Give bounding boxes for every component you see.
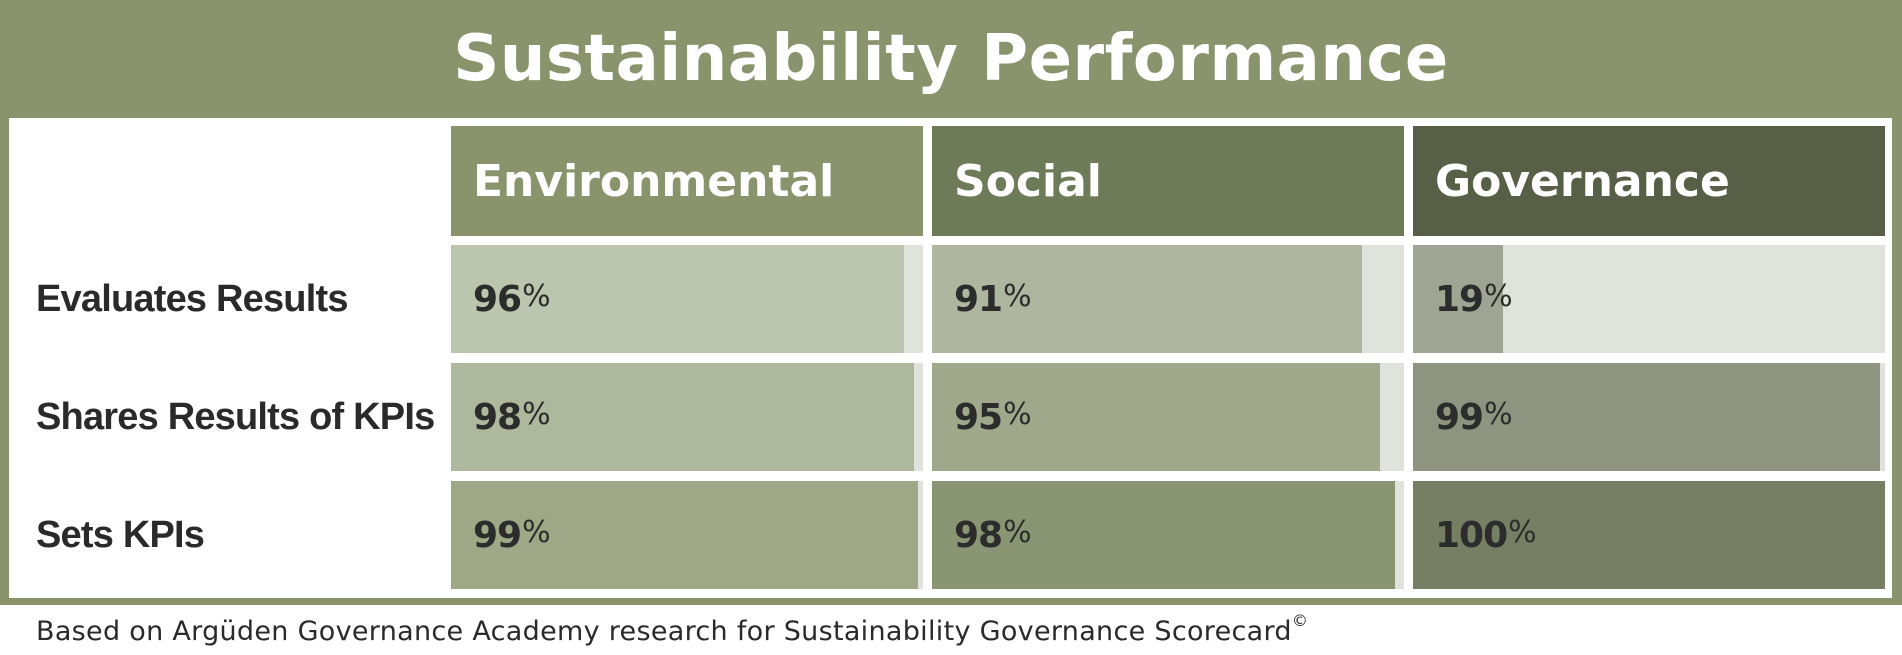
value-label: 100% <box>1435 481 1537 589</box>
value-number: 19 <box>1435 278 1484 320</box>
value-number: 99 <box>473 514 522 556</box>
value-label: 91% <box>954 245 1032 353</box>
column-header-social: Social <box>932 126 1404 236</box>
footnote-text: Based on Argüden Governance Academy rese… <box>36 616 1292 647</box>
cell-governance-shares-results-of-kpis: 99% <box>1413 363 1885 471</box>
value-label: 96% <box>473 245 551 353</box>
row-label-shares-results-of-kpis: Shares Results of KPIs <box>36 395 435 438</box>
value-label: 99% <box>1435 363 1513 471</box>
bar-fill <box>932 245 1362 353</box>
value-number: 98 <box>473 396 522 438</box>
percent-sign: % <box>1484 396 1512 432</box>
value-number: 98 <box>954 514 1003 556</box>
percent-sign: % <box>1484 278 1512 314</box>
percent-sign: % <box>522 396 550 432</box>
value-label: 98% <box>473 363 551 471</box>
row-label-evaluates-results: Evaluates Results <box>36 277 348 320</box>
bar-fill <box>451 363 914 471</box>
cell-social-evaluates-results: 91% <box>932 245 1404 353</box>
cell-governance-sets-kpis: 100% <box>1413 481 1885 589</box>
percent-sign: % <box>1508 514 1536 550</box>
cell-environmental-shares-results-of-kpis: 98% <box>451 363 923 471</box>
value-number: 99 <box>1435 396 1484 438</box>
bar-fill <box>1413 481 1885 589</box>
column-header-governance: Governance <box>1413 126 1885 236</box>
bar-fill <box>1413 363 1881 471</box>
value-label: 19% <box>1435 245 1513 353</box>
copyright-mark: © <box>1291 611 1309 630</box>
cell-environmental-evaluates-results: 96% <box>451 245 923 353</box>
value-label: 95% <box>954 363 1032 471</box>
percent-sign: % <box>1003 396 1031 432</box>
percent-sign: % <box>1003 514 1031 550</box>
percent-sign: % <box>522 514 550 550</box>
cell-environmental-sets-kpis: 99% <box>451 481 923 589</box>
cell-social-shares-results-of-kpis: 95% <box>932 363 1404 471</box>
chart-title: Sustainability Performance <box>453 22 1449 96</box>
bar-fill <box>1413 245 1503 353</box>
footnote: Based on Argüden Governance Academy rese… <box>36 611 1308 655</box>
value-number: 96 <box>473 278 522 320</box>
row-label-sets-kpis: Sets KPIs <box>36 513 205 556</box>
value-number: 91 <box>954 278 1003 320</box>
column-header-environmental: Environmental <box>451 126 923 236</box>
bar-fill <box>932 481 1395 589</box>
cell-social-sets-kpis: 98% <box>932 481 1404 589</box>
percent-sign: % <box>522 278 550 314</box>
bar-fill <box>932 363 1381 471</box>
value-number: 100 <box>1435 514 1508 556</box>
percent-sign: % <box>1003 278 1031 314</box>
bar-fill <box>451 245 905 353</box>
value-label: 98% <box>954 481 1032 589</box>
value-number: 95 <box>954 396 1003 438</box>
cell-governance-evaluates-results: 19% <box>1413 245 1885 353</box>
value-label: 99% <box>473 481 551 589</box>
bar-fill <box>451 481 919 589</box>
